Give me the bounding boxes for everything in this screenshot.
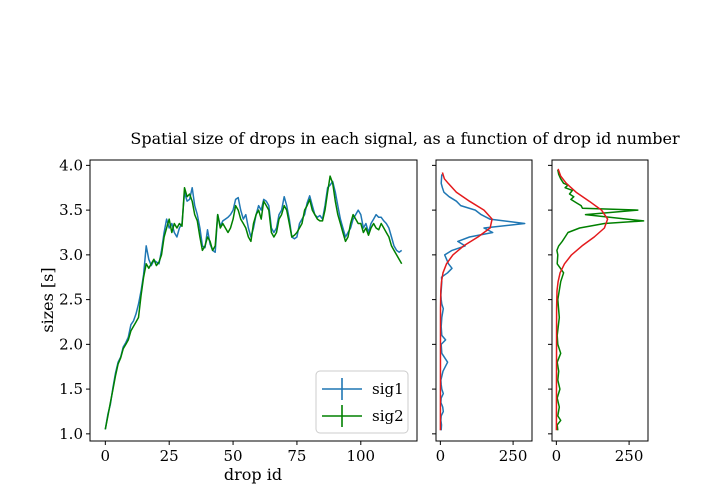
- main-x-tick-label-75: 75: [287, 447, 306, 465]
- legend-label-sig2: sig2: [372, 407, 404, 425]
- main-x-tick-label-100: 100: [346, 447, 375, 465]
- hist1-series-line-curve-2: [439, 172, 493, 431]
- main-frame: [89, 159, 418, 442]
- hist2-series-line-curve-2: [555, 168, 609, 431]
- legend-frame: [315, 370, 409, 434]
- legend-label-sig1: sig1: [372, 380, 404, 398]
- x-axis-label: drop id: [224, 465, 282, 484]
- main-y-tick-label-4.0: 4.0: [59, 156, 83, 174]
- main-y-tick-label-2.5: 2.5: [59, 291, 83, 309]
- chart-title: Spatial size of drops in each signal, as…: [130, 129, 680, 148]
- main-series-line-sig2: [104, 175, 403, 430]
- main-y-tick-label-3.5: 3.5: [59, 201, 83, 219]
- main-y-tick-label-1.5: 1.5: [59, 380, 83, 398]
- hist2-x-tick-label-0: 0: [552, 447, 562, 465]
- main-x-tick-label-25: 25: [160, 447, 179, 465]
- y-axis-label: sizes [s]: [38, 267, 57, 332]
- histogram-sig1: 0 250: [432, 159, 533, 465]
- main-plot: 0 25 50 75 100 1.0 1.5 2.0 2.5 3.0 3.5 4.0: [59, 156, 418, 465]
- hist2-frame: [551, 159, 649, 442]
- hist2-series-line-curve-1: [556, 169, 645, 431]
- hist1-series-line-curve-1: [440, 174, 526, 431]
- main-y-tick-label-1.0: 1.0: [59, 425, 83, 443]
- hist2-x-tick-label-250: 250: [615, 447, 644, 465]
- legend-item-sig2: sig2: [322, 405, 404, 427]
- main-x-tick-label-50: 50: [224, 447, 243, 465]
- legend: sig1 sig2: [315, 370, 409, 434]
- main-x-tick-label-0: 0: [101, 447, 111, 465]
- legend-item-sig1: sig1: [322, 378, 404, 400]
- histogram-sig2: 0 250: [548, 159, 649, 465]
- main-y-tick-label-2.0: 2.0: [59, 335, 83, 353]
- hist1-x-tick-label-250: 250: [499, 447, 528, 465]
- main-y-tick-label-3.0: 3.0: [59, 246, 83, 264]
- hist1-x-tick-label-0: 0: [436, 447, 446, 465]
- hist1-frame: [435, 159, 533, 442]
